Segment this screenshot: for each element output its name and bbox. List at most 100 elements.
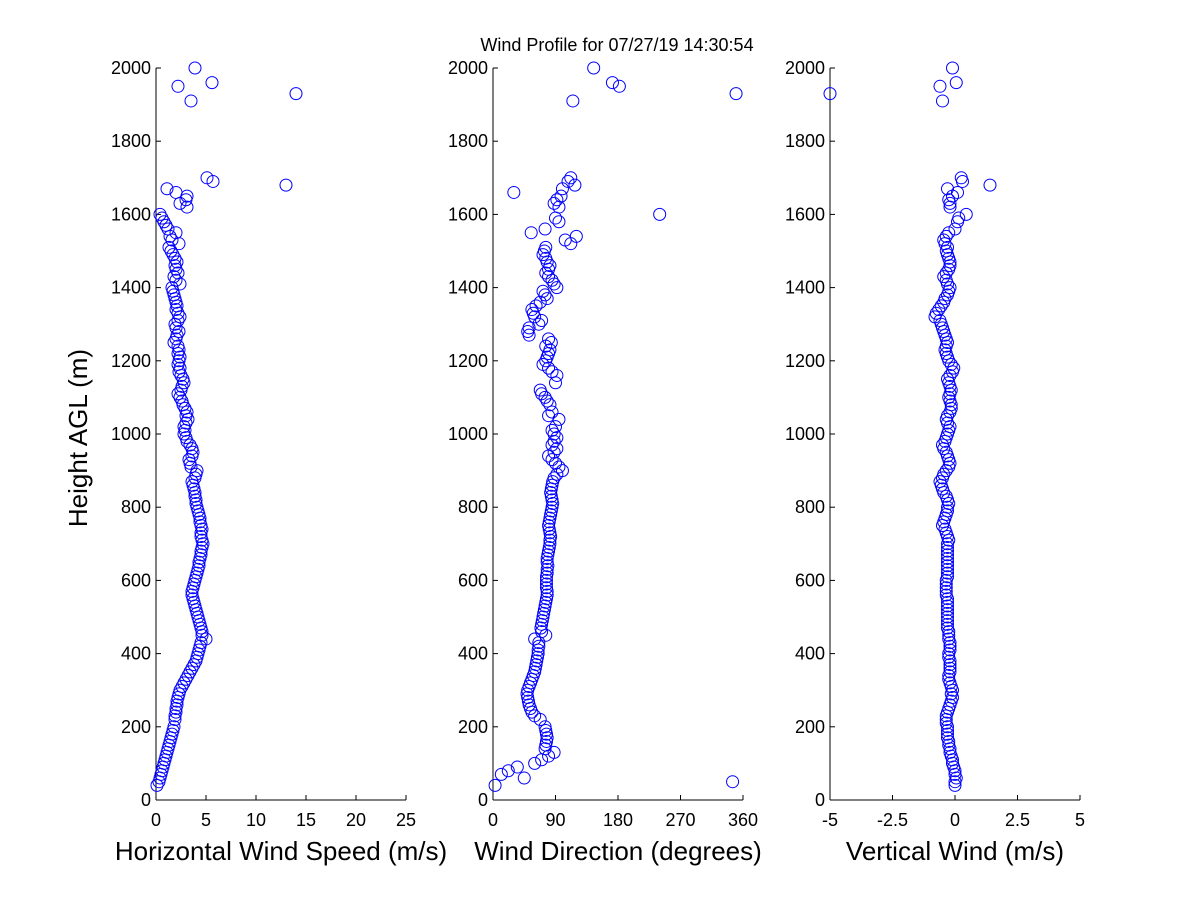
y-tick-label: 0 <box>815 790 825 810</box>
data-point <box>153 207 167 221</box>
data-point <box>941 372 954 386</box>
data-point <box>167 336 181 349</box>
data-point <box>157 215 171 229</box>
data-point <box>173 683 187 697</box>
x-tick-label: 15 <box>296 810 316 830</box>
x-tick-label: 270 <box>665 810 695 830</box>
data-point <box>185 588 199 602</box>
data-point <box>936 94 949 108</box>
data-point <box>542 409 556 423</box>
data-point <box>539 581 553 595</box>
data-point <box>175 379 189 393</box>
data-point <box>943 639 957 653</box>
data-point <box>200 171 214 185</box>
data-point <box>160 182 174 196</box>
data-point <box>494 767 508 781</box>
data-point <box>184 94 198 108</box>
data-point <box>943 745 957 759</box>
y-tick-label: 1800 <box>111 131 151 151</box>
data-point <box>941 610 954 624</box>
y-tick-label: 400 <box>795 644 825 664</box>
x-tick-label: 25 <box>396 810 416 830</box>
data-point <box>169 273 183 287</box>
y-tick-label: 1200 <box>111 351 151 371</box>
data-point <box>941 614 954 628</box>
data-point <box>939 489 953 503</box>
data-point <box>941 555 954 569</box>
data-point <box>168 259 182 273</box>
data-point <box>535 314 549 328</box>
data-point <box>552 460 566 474</box>
data-point <box>726 775 740 789</box>
data-point <box>543 259 557 273</box>
data-point <box>941 617 954 631</box>
x-tick-label: 0 <box>488 810 498 830</box>
data-point <box>937 270 951 284</box>
y-tick-label: 2000 <box>111 58 151 78</box>
data-point <box>178 401 192 415</box>
data-point <box>943 665 957 679</box>
data-point <box>983 178 997 192</box>
y-tick-label: 1200 <box>448 351 488 371</box>
x-tick-label: -2.5 <box>877 810 908 830</box>
data-point <box>540 292 554 306</box>
data-point <box>172 325 186 339</box>
data-point <box>942 628 956 642</box>
y-tick-label: 1800 <box>448 131 488 151</box>
data-point <box>941 566 954 580</box>
data-point <box>536 357 550 371</box>
data-point <box>550 281 564 295</box>
data-point <box>939 581 953 595</box>
data-point <box>193 515 207 529</box>
data-point <box>823 87 837 101</box>
data-point <box>169 226 183 240</box>
data-point <box>936 438 949 452</box>
data-point <box>539 573 553 587</box>
data-point <box>167 270 181 284</box>
y-tick-label: 600 <box>121 570 151 590</box>
data-point <box>941 540 954 554</box>
data-point <box>564 171 578 185</box>
data-point <box>951 185 964 199</box>
data-point <box>941 182 954 196</box>
data-point <box>510 760 524 774</box>
data-point <box>188 489 202 503</box>
data-point <box>943 658 957 672</box>
data-point <box>942 738 956 752</box>
data-point <box>932 303 946 317</box>
data-point <box>539 577 553 591</box>
data-point <box>554 189 568 203</box>
data-point <box>543 537 557 551</box>
data-point <box>179 416 193 430</box>
data-point <box>547 434 561 448</box>
y-tick-label: 1400 <box>448 278 488 298</box>
data-point <box>166 248 180 262</box>
data-point <box>289 87 303 101</box>
data-point <box>566 94 580 108</box>
data-point <box>538 390 552 404</box>
data-point <box>539 251 553 265</box>
data-point <box>954 171 968 185</box>
data-point <box>944 357 958 371</box>
data-point <box>605 76 619 90</box>
panel-horizontal-wind-speed: 0 200 400 600 800 1000 1200 1400 1600 1800 2000 0 5 1… <box>111 58 447 866</box>
y-tick-label: 1000 <box>785 424 825 444</box>
data-point <box>941 606 954 620</box>
x-tick-label: 5 <box>201 810 211 830</box>
data-point <box>552 200 566 214</box>
y-tick-label: 200 <box>121 717 151 737</box>
data-point <box>545 453 559 467</box>
data-point <box>941 599 954 613</box>
data-point <box>550 368 564 382</box>
x-tick-label: 0 <box>151 810 161 830</box>
data-point <box>528 709 542 723</box>
data-point <box>525 303 539 317</box>
data-point <box>943 661 957 675</box>
y-tick-label: 800 <box>458 497 488 517</box>
data-point <box>550 442 564 456</box>
data-point <box>561 174 575 188</box>
data-point <box>941 621 954 635</box>
data-point <box>545 365 559 379</box>
data-point <box>552 215 566 229</box>
data-point <box>194 548 208 562</box>
